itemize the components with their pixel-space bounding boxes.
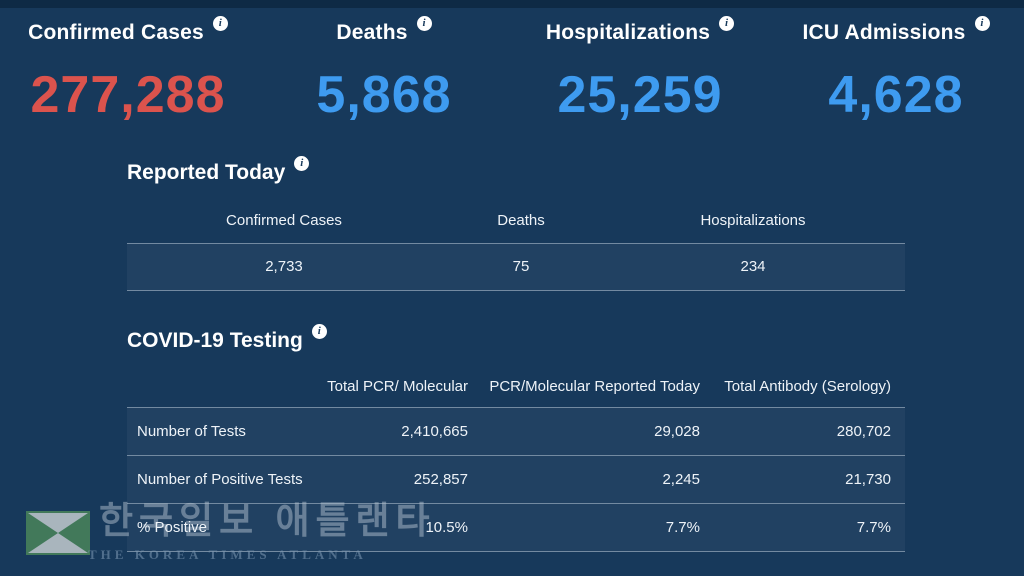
cell-pcr-today: 7.7% <box>665 519 700 536</box>
reported-today-header-row: Confirmed Cases Deaths Hospitalizations <box>127 204 905 243</box>
stat-hospitalizations: Hospitalizations i 25,259 <box>512 16 768 124</box>
stat-label: ICU Admissions <box>802 21 966 44</box>
column-header: PCR/Molecular Reported Today <box>489 378 700 395</box>
row-label: Number of Positive Tests <box>137 471 303 488</box>
table-row-number-of-tests: Number of Tests 2,410,665 29,028 280,702 <box>127 407 905 455</box>
column-header-spacer <box>127 370 307 407</box>
stat-value: 5,868 <box>316 66 452 124</box>
cell-antibody: 280,702 <box>836 423 891 440</box>
korea-times-logo-icon <box>26 511 90 555</box>
info-icon[interactable]: i <box>294 156 310 171</box>
stat-label: Deaths <box>336 21 408 44</box>
table-row-percent-positive: % Positive 10.5% 7.7% 7.7% <box>127 503 905 552</box>
info-icon[interactable]: i <box>311 324 327 339</box>
column-header: Hospitalizations <box>700 212 806 229</box>
cell-antibody: 7.7% <box>856 519 891 536</box>
column-header: Total PCR/ Molecular <box>327 378 468 395</box>
stat-label: Confirmed Cases <box>28 21 204 44</box>
column-header: Confirmed Cases <box>226 212 342 229</box>
cell-total-pcr: 10.5% <box>425 519 468 536</box>
stat-label: Hospitalizations <box>545 21 711 44</box>
stat-deaths: Deaths i 5,868 <box>256 16 512 124</box>
stat-confirmed-cases: Confirmed Cases i 277,288 <box>0 16 256 124</box>
info-icon[interactable]: i <box>212 16 228 31</box>
cell-pcr-today: 29,028 <box>654 423 700 440</box>
info-icon[interactable]: i <box>416 16 432 31</box>
reported-confirmed-cases-value: 2,733 <box>265 258 303 275</box>
cell-pcr-today: 2,245 <box>662 471 700 488</box>
reported-today-title: Reported Today i <box>127 156 905 186</box>
column-header: Total Antibody (Serology) <box>724 378 891 395</box>
row-label: % Positive <box>137 519 208 536</box>
column-header: Deaths <box>497 212 545 229</box>
top-edge-strip <box>0 0 1024 8</box>
info-icon[interactable]: i <box>719 16 735 31</box>
stat-value: 277,288 <box>30 66 226 124</box>
reported-hospitalizations-value: 234 <box>740 258 766 275</box>
stat-value: 4,628 <box>828 66 964 124</box>
summary-stats: Confirmed Cases i 277,288 Deaths i 5,868 H… <box>0 16 1024 124</box>
stat-icu-admissions: ICU Admissions i 4,628 <box>768 16 1024 124</box>
testing-header-row: Total PCR/ Molecular PCR/Molecular Repor… <box>127 370 905 407</box>
reported-today-values-row: 2,733 75 234 <box>127 243 905 291</box>
stat-value: 25,259 <box>557 66 723 124</box>
covid-testing-section: COVID-19 Testing i Total PCR/ Molecular P… <box>127 324 905 552</box>
reported-deaths-value: 75 <box>512 258 530 275</box>
info-icon[interactable]: i <box>974 16 990 31</box>
row-label: Number of Tests <box>137 423 246 440</box>
reported-today-section: Reported Today i Confirmed Cases Deaths H… <box>127 156 905 291</box>
covid-testing-title: COVID-19 Testing i <box>127 324 905 354</box>
cell-total-pcr: 2,410,665 <box>401 423 468 440</box>
cell-antibody: 21,730 <box>845 471 891 488</box>
table-row-number-of-positive-tests: Number of Positive Tests 252,857 2,245 2… <box>127 455 905 503</box>
cell-total-pcr: 252,857 <box>413 471 468 488</box>
